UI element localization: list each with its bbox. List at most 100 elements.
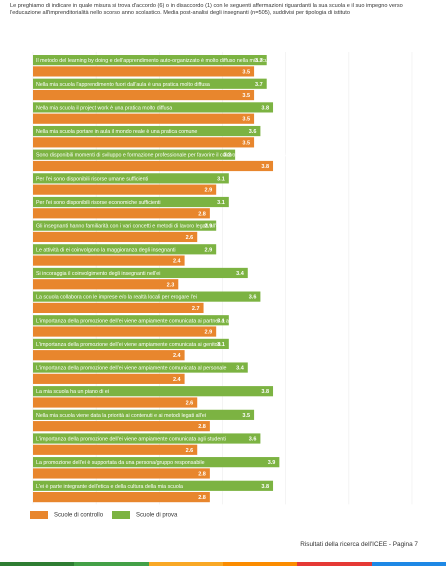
bar-scuole-di-controllo (33, 184, 217, 195)
data-label-prova: 3.1 (217, 318, 225, 324)
bar-scuole-di-prova (33, 480, 274, 491)
category-label: La scuola collabora con le imprese e/o l… (36, 295, 197, 301)
data-label-prova: 2.9 (205, 247, 213, 253)
bar-scuole-di-prova (33, 457, 280, 468)
data-label-prova: 3.1 (217, 200, 225, 206)
data-label-controllo: 3.5 (242, 69, 250, 75)
data-label-prova: 3.7 (255, 82, 263, 88)
data-label-prova: 3.4 (236, 366, 245, 372)
bar-scuole-di-prova (33, 267, 248, 279)
data-label-controllo: 2.7 (192, 306, 200, 312)
footer-color-strip (0, 562, 446, 566)
footer-strip-segment (297, 562, 372, 566)
legend-item-prova: Scuole di prova (112, 511, 177, 519)
bar-scuole-di-prova (33, 125, 261, 137)
footer-strip-segment (148, 562, 223, 566)
bar-scuole-di-prova (33, 196, 229, 208)
bar-scuole-di-prova (33, 433, 261, 444)
data-label-controllo: 2.9 (205, 188, 213, 194)
bar-scuole-di-prova (33, 220, 217, 231)
category-label: Per l'ei sono disponibili risorse umane … (36, 176, 148, 182)
category-label: L'importanza della promozione dell'ei vi… (36, 342, 221, 348)
bar-scuole-di-controllo (33, 492, 210, 503)
bar-scuole-di-controllo (33, 231, 198, 243)
bar-scuole-di-prova (33, 362, 248, 373)
category-label: L'importanza della promozione dell'ei vi… (36, 437, 226, 443)
data-label-prova: 3.2 (223, 153, 231, 159)
category-label: Nella mia scuola viene data la priorità … (36, 413, 206, 419)
bar-scuole-di-prova (33, 78, 267, 89)
data-label-controllo: 2.3 (167, 282, 175, 288)
bar-scuole-di-controllo (33, 350, 185, 361)
bar-scuole-di-controllo (33, 373, 185, 384)
data-label-controllo: 3.5 (242, 93, 250, 99)
bar-scuole-di-controllo (33, 326, 217, 337)
data-label-prova: 3.5 (242, 413, 250, 419)
bar-scuole-di-controllo (33, 255, 185, 266)
bar-scuole-di-controllo (33, 421, 210, 432)
data-label-controllo: 2.8 (198, 471, 206, 477)
legend-swatch-prova (112, 511, 130, 519)
category-label: L'ei è parte integrante dell'etica e del… (36, 484, 183, 490)
bar-scuole-di-controllo (33, 302, 204, 313)
category-label: L'importanza della promozione dell'ei vi… (36, 366, 227, 372)
bar-scuole-di-controllo (33, 279, 179, 290)
data-label-controllo: 2.4 (173, 259, 182, 265)
category-label: Le attività di ei coinvolgono la maggior… (36, 247, 176, 253)
data-label-prova: 3.6 (249, 437, 257, 443)
category-label: Si incoraggia il coinvolgimento degli in… (36, 271, 160, 277)
data-label-prova: 3.8 (261, 484, 269, 490)
data-label-controllo: 2.6 (186, 235, 194, 241)
footer-strip-segment (371, 562, 446, 566)
category-label: Il metodo del learning by doing e dell'a… (36, 58, 275, 64)
bar-scuole-di-controllo (33, 444, 198, 455)
data-label-controllo: 2.8 (198, 211, 206, 217)
data-label-prova: 3.4 (236, 271, 245, 277)
category-label: Gli insegnanti hanno familiarità con i v… (36, 224, 220, 230)
bar-scuole-di-prova (33, 173, 229, 184)
category-label: Nella mia scuola il project work è una p… (36, 105, 172, 111)
legend-label-prova: Scuole di prova (136, 512, 178, 519)
data-label-controllo: 3.5 (242, 140, 250, 146)
data-label-controllo: 2.6 (186, 401, 194, 407)
legend-swatch-controllo (30, 511, 48, 519)
bar-chart: Il metodo del learning by doing e dell'a… (32, 52, 413, 505)
footer-strip-segment (0, 562, 75, 566)
bar-scuole-di-prova (33, 338, 229, 349)
category-label: Nella mia scuola portare in aula il mond… (36, 129, 197, 135)
data-label-prova: 2.9 (205, 224, 213, 230)
bar-scuole-di-prova (33, 149, 236, 160)
bar-scuole-di-prova (33, 386, 274, 397)
bar-scuole-di-controllo (33, 160, 274, 172)
bar-scuole-di-prova (33, 55, 267, 66)
bar-scuole-di-controllo (33, 113, 255, 124)
data-label-controllo: 2.8 (198, 424, 206, 430)
bar-scuole-di-controllo (33, 66, 255, 77)
bar-scuole-di-prova (33, 102, 274, 113)
data-label-controllo: 3.5 (242, 117, 250, 123)
data-label-prova: 3.7 (255, 58, 263, 64)
bar-scuole-di-prova (33, 409, 255, 420)
bar-scuole-di-prova (33, 291, 261, 302)
data-label-prova: 3.1 (217, 342, 225, 348)
legend-label-controllo: Scuole di controllo (54, 512, 104, 519)
legend-item-controllo: Scuole di controllo (30, 511, 103, 519)
category-label: Sono disponibili momenti di sviluppo e f… (36, 153, 308, 159)
footer-strip-segment (222, 562, 298, 566)
category-label: La mia scuola ha un piano di ei (36, 389, 109, 395)
data-label-prova: 3.8 (261, 105, 269, 111)
category-label: Per l'ei sono disponibili risorse econom… (36, 200, 161, 206)
category-label: Nella mia scuola l'apprendimento fuori d… (36, 82, 210, 88)
bar-scuole-di-controllo (33, 468, 210, 479)
bar-scuole-di-prova (33, 244, 217, 255)
footer-strip-segment (74, 562, 149, 566)
data-label-prova: 3.6 (249, 129, 257, 135)
data-label-controllo: 2.4 (173, 377, 182, 383)
category-label: La promozione dell'ei è supportata da un… (36, 460, 205, 466)
category-label: L'importanza della promozione dell'ei vi… (36, 318, 272, 324)
data-label-prova: 3.8 (261, 389, 269, 395)
data-label-controllo: 2.6 (186, 448, 194, 454)
data-label-controllo: 3.8 (261, 164, 269, 170)
bar-scuole-di-controllo (33, 397, 198, 408)
chart-intro-text: Le preghiamo di indicare in quale misura… (10, 3, 403, 17)
